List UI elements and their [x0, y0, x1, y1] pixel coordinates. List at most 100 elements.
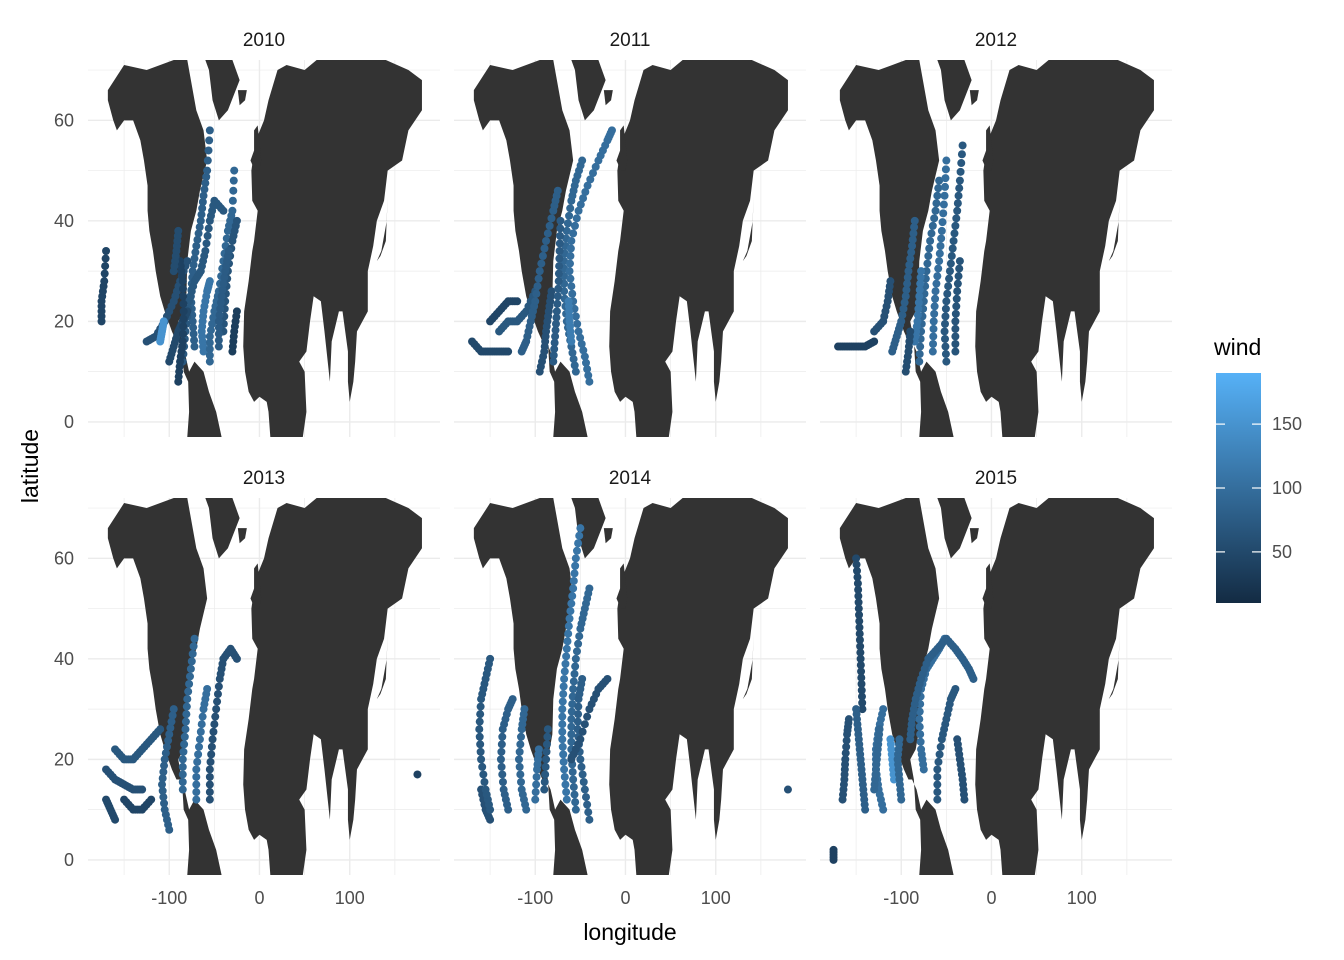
- landmass: [376, 633, 388, 700]
- storm-point: [188, 317, 197, 326]
- storm-point: [477, 755, 486, 764]
- storm-point: [915, 292, 924, 301]
- landmass: [975, 498, 1154, 875]
- storm-point: [217, 292, 226, 301]
- landmass: [205, 498, 240, 559]
- legend-tick-label: 50: [1272, 542, 1292, 562]
- storm-point: [574, 639, 583, 648]
- storm-point: [569, 355, 578, 364]
- storm-point: [569, 584, 578, 593]
- storm-point: [160, 761, 169, 770]
- storm-point: [585, 815, 594, 824]
- storm-point: [554, 284, 563, 293]
- storm-point: [549, 351, 558, 360]
- landmass: [603, 528, 613, 544]
- landmass-layer: [839, 60, 1154, 437]
- landmass: [571, 498, 606, 559]
- storm-point: [553, 299, 562, 308]
- landmass: [237, 528, 247, 544]
- storm-point: [508, 695, 517, 704]
- storm-point: [531, 788, 540, 797]
- storm-point: [916, 273, 925, 282]
- storm-point: [939, 209, 948, 218]
- storm-point: [569, 685, 578, 694]
- storm-point: [197, 720, 206, 729]
- storm-point: [955, 176, 964, 185]
- storm-point: [879, 705, 888, 714]
- storm-point: [203, 156, 212, 165]
- storm-point: [857, 667, 866, 676]
- storm-point: [585, 377, 594, 386]
- storm-point: [195, 223, 204, 232]
- storm-point: [202, 239, 211, 248]
- storm-point: [574, 206, 583, 215]
- storm-point: [185, 672, 194, 681]
- storm-point: [513, 297, 522, 306]
- storm-point: [957, 159, 966, 168]
- storm-point: [178, 284, 187, 293]
- storm-point: [208, 735, 217, 744]
- storm-point: [582, 793, 590, 802]
- storm-point: [216, 304, 225, 313]
- storm-point: [957, 150, 966, 159]
- x-tick-label: -100: [151, 888, 187, 908]
- storm-point: [951, 340, 960, 349]
- storm-point: [875, 725, 884, 734]
- storm-point: [165, 730, 174, 739]
- storm-point: [952, 302, 961, 311]
- storm-point: [906, 254, 915, 263]
- y-tick-label: 20: [54, 749, 74, 769]
- landmass: [571, 60, 606, 121]
- storm-point: [194, 229, 203, 238]
- storm-point: [498, 778, 507, 787]
- storm-point: [205, 136, 214, 145]
- storm-point: [531, 297, 540, 306]
- storm-point: [953, 279, 962, 288]
- storm-point: [516, 770, 525, 779]
- storm-point: [188, 649, 197, 658]
- storm-point: [855, 636, 864, 645]
- storm-point: [930, 214, 939, 223]
- storm-point: [857, 692, 866, 701]
- storm-point: [954, 191, 963, 200]
- storm-point: [577, 340, 586, 349]
- storm-point: [949, 236, 958, 245]
- storm-point: [179, 314, 188, 323]
- storm-point: [856, 648, 865, 657]
- landmass: [237, 90, 247, 106]
- storm-point: [908, 241, 917, 250]
- storm-point: [941, 174, 950, 183]
- storm-point: [552, 307, 561, 316]
- storm-point: [563, 219, 572, 228]
- storm-point: [499, 785, 508, 794]
- storm-point: [179, 292, 188, 301]
- storm-point: [578, 156, 587, 165]
- storm-point: [205, 795, 214, 804]
- storm-point: [969, 674, 978, 683]
- storm-point: [540, 785, 549, 794]
- storm-point: [569, 775, 578, 784]
- storm-point: [910, 223, 919, 232]
- storm-point: [953, 199, 962, 208]
- storm-point: [570, 669, 579, 678]
- storm-point: [547, 214, 556, 223]
- storm-point: [579, 194, 588, 203]
- storm-point: [572, 546, 581, 555]
- storm-point: [940, 327, 949, 336]
- storm-point: [558, 742, 567, 751]
- storm-point: [923, 259, 932, 268]
- storm-point: [933, 780, 942, 789]
- storm-point: [944, 282, 953, 291]
- storm-point: [205, 772, 214, 781]
- storm-point: [549, 357, 558, 366]
- storm-point: [196, 216, 205, 225]
- storm-point: [856, 654, 865, 663]
- color-legend: wind 50 100 150: [1213, 334, 1302, 603]
- storm-point: [218, 285, 227, 294]
- landmass: [243, 498, 422, 875]
- storm-point: [578, 674, 587, 683]
- storm-point: [158, 774, 167, 783]
- storm-point: [161, 749, 170, 758]
- storm-point: [956, 167, 965, 176]
